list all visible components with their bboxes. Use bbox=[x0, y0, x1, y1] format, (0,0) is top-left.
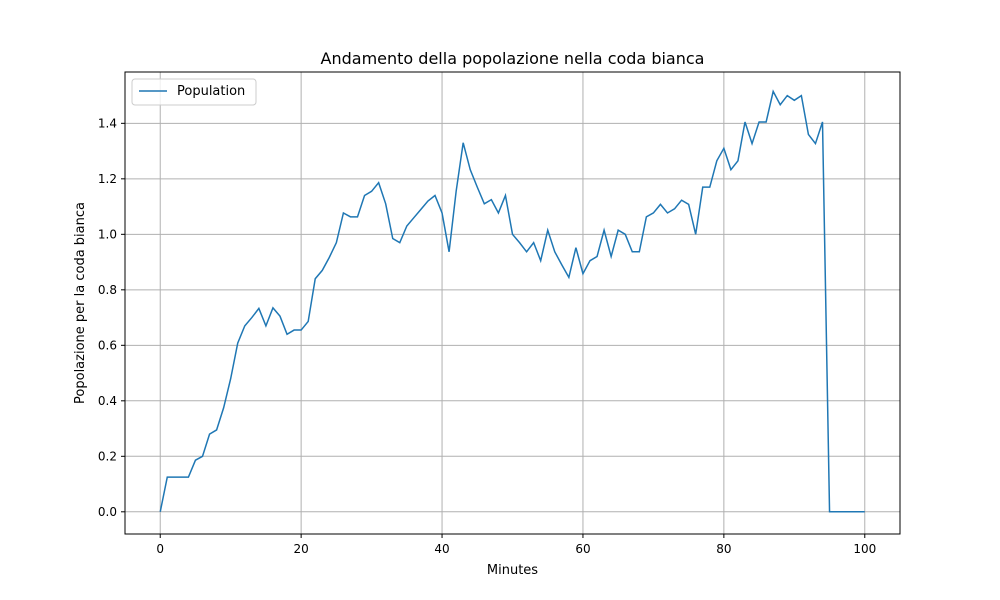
x-tick-label: 20 bbox=[293, 542, 308, 556]
y-tick-label: 0.6 bbox=[98, 338, 117, 352]
y-tick-label: 0.8 bbox=[98, 283, 117, 297]
x-tick-label: 0 bbox=[156, 542, 164, 556]
y-tick-label: 0.2 bbox=[98, 449, 117, 463]
x-axis-ticks: 0 20 40 60 80 100 bbox=[156, 534, 876, 556]
y-tick-label: 0.0 bbox=[98, 505, 117, 519]
y-tick-label: 1.4 bbox=[98, 116, 117, 130]
y-tick-label: 1.0 bbox=[98, 227, 117, 241]
y-axis-label: Popolazione per la coda bianca bbox=[73, 202, 88, 404]
x-tick-label: 100 bbox=[853, 542, 876, 556]
series-line-population bbox=[159, 89, 865, 513]
plot-frame bbox=[124, 71, 901, 535]
legend: Population bbox=[131, 78, 257, 106]
x-tick-label: 80 bbox=[716, 542, 731, 556]
x-tick-label: 60 bbox=[575, 542, 590, 556]
legend-box bbox=[131, 78, 257, 106]
y-tick-label: 0.4 bbox=[98, 394, 117, 408]
x-tick-label: 40 bbox=[434, 542, 449, 556]
grid-lines bbox=[125, 72, 900, 534]
y-tick-label: 1.2 bbox=[98, 172, 117, 186]
chart-title: Andamento della popolazione nella coda b… bbox=[321, 49, 705, 68]
y-axis-ticks: 0.0 0.2 0.4 0.6 0.8 1.0 1.2 1.4 bbox=[98, 116, 125, 519]
legend-label: Population bbox=[177, 84, 245, 99]
x-axis-label: Minutes bbox=[487, 563, 538, 578]
